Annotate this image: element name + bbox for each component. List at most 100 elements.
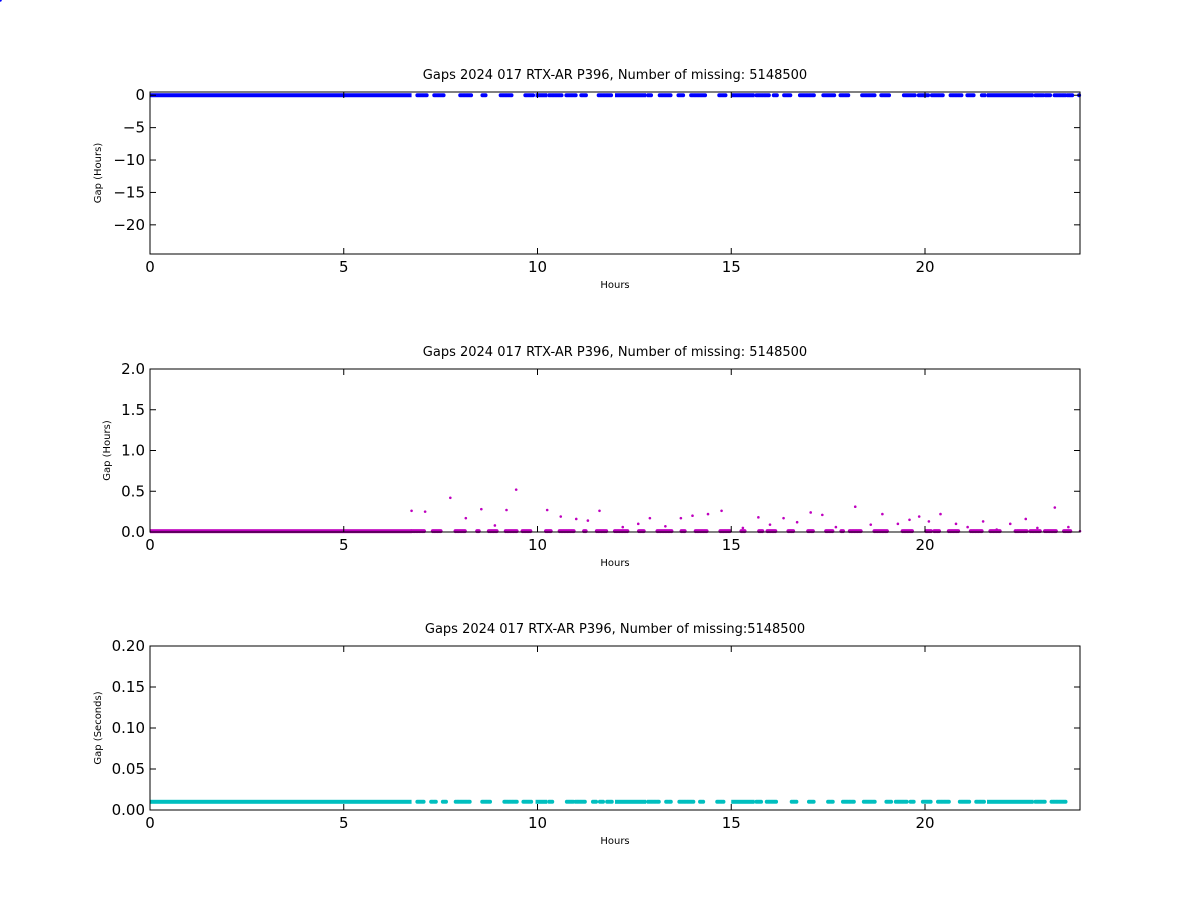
y-tick-label: 0.10 (112, 719, 145, 737)
axes-frame (149, 368, 1081, 533)
x-tick-label: 20 (915, 258, 934, 276)
data-point (766, 93, 771, 98)
data-point (832, 93, 837, 98)
data-point (528, 529, 533, 534)
data-point (410, 509, 413, 513)
data-point (664, 524, 667, 528)
data-point (979, 529, 984, 534)
data-point (462, 529, 467, 534)
x-tick-label: 10 (528, 258, 547, 276)
data-point (582, 799, 587, 804)
data-point (514, 488, 518, 491)
data-point (476, 529, 481, 534)
data-point (759, 799, 764, 804)
chart-panel-2: Gaps 2024 017 RTX-AR P396, Number of mis… (102, 345, 1082, 569)
data-point (668, 93, 673, 98)
dense-point-band (535, 93, 548, 98)
data-point (441, 93, 446, 98)
data-point (649, 93, 654, 98)
y-tick-label: 0.0 (121, 523, 145, 541)
data-point (706, 512, 710, 516)
data-point (981, 520, 985, 523)
data-point (493, 524, 497, 527)
data-point (956, 529, 961, 534)
data-point (872, 799, 877, 804)
y-tick-label: 0.5 (121, 482, 145, 500)
x-axis-label: Hours (600, 280, 629, 291)
chart-title: Gaps 2024 017 RTX-AR P396, Number of mis… (423, 345, 807, 360)
y-tick-label: −15 (113, 183, 145, 201)
dense-point-band (987, 93, 1034, 98)
data-point (531, 93, 536, 98)
data-point (927, 520, 931, 523)
data-point (433, 799, 438, 804)
data-point (887, 93, 892, 98)
dense-point-band (615, 93, 646, 98)
data-point (742, 529, 747, 534)
data-point (940, 93, 945, 98)
data-point (768, 523, 772, 526)
data-point (869, 523, 873, 526)
data-point (760, 529, 765, 534)
y-tick-label: −5 (123, 119, 145, 137)
data-point (505, 508, 508, 512)
data-point (981, 799, 986, 804)
x-tick-label: 0 (145, 258, 155, 276)
data-point (872, 93, 877, 98)
data-point (548, 529, 553, 534)
data-point (939, 512, 942, 516)
data-point (529, 799, 534, 804)
data-point (1008, 522, 1012, 526)
data-point (881, 512, 884, 516)
x-tick-label: 20 (915, 536, 934, 554)
data-point (598, 509, 601, 513)
data-point (594, 799, 599, 804)
data-point (682, 529, 687, 534)
data-point (1063, 799, 1068, 804)
data-point (656, 799, 661, 804)
data-point (469, 93, 474, 98)
data-point (936, 529, 941, 534)
x-tick-label: 5 (339, 536, 349, 554)
y-axis-label: Gap (Hours) (102, 420, 113, 481)
data-point (928, 529, 933, 534)
data-point (982, 93, 987, 98)
x-tick-label: 0 (145, 814, 155, 832)
data-point (926, 93, 931, 98)
data-point (586, 519, 590, 522)
data-point (703, 93, 708, 98)
data-point (911, 799, 916, 804)
y-tick-label: −10 (113, 151, 145, 169)
data-point (514, 799, 519, 804)
data-point (648, 516, 652, 520)
data-point (1024, 517, 1028, 521)
data-point (443, 799, 448, 804)
data-point (997, 529, 1002, 534)
data-point (928, 799, 933, 804)
data-point (889, 799, 894, 804)
data-point (668, 799, 673, 804)
data-point (421, 799, 426, 804)
x-tick-label: 15 (722, 536, 741, 554)
dense-point-band (150, 529, 412, 534)
data-point (723, 93, 728, 98)
data-point (773, 529, 778, 534)
data-point (669, 529, 674, 534)
x-tick-label: 5 (339, 814, 349, 832)
chart-title: Gaps 2024 017 RTX-AR P396, Number of mis… (425, 622, 805, 637)
data-point (967, 799, 972, 804)
chart-panel-1: Gaps 2024 017 RTX-AR P396, Number of mis… (0, 0, 1082, 291)
x-tick-label: 15 (722, 814, 741, 832)
data-point (1053, 506, 1057, 509)
axes-frame (149, 645, 1081, 811)
data-point (480, 507, 483, 511)
data-point (720, 509, 723, 513)
data-point (514, 529, 519, 534)
data-point (966, 525, 969, 529)
data-point (846, 93, 851, 98)
data-point (1067, 525, 1070, 529)
data-point (704, 529, 709, 534)
data-point (679, 516, 683, 520)
data-point (609, 93, 614, 98)
